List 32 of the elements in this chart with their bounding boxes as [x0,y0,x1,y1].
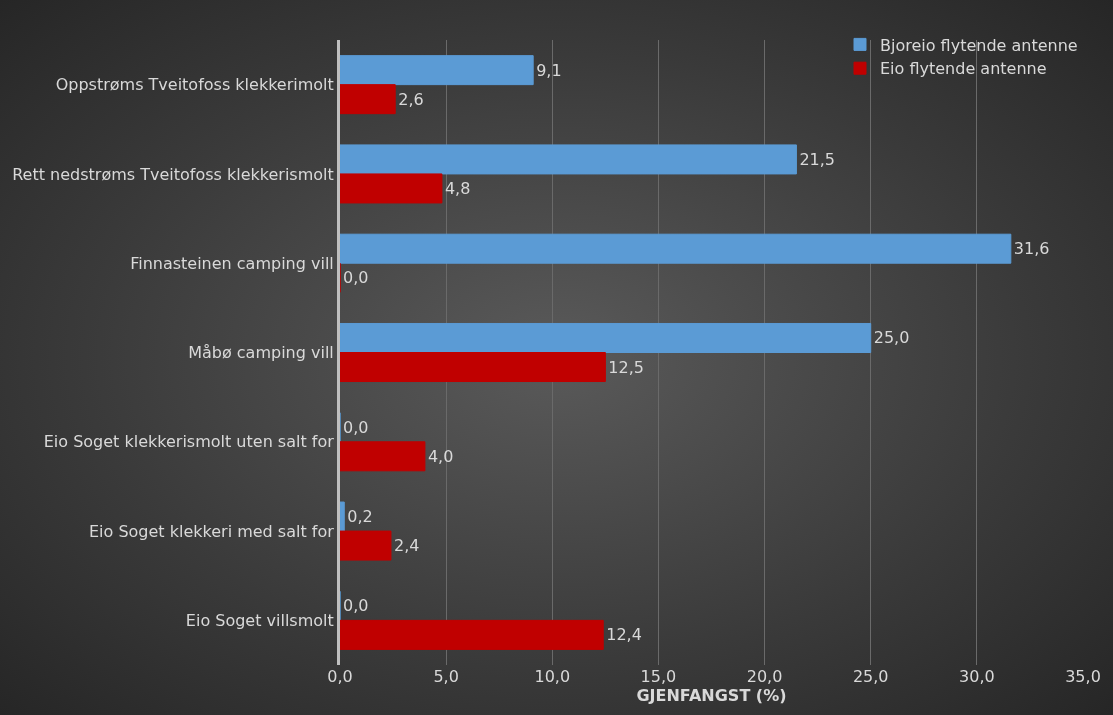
x-tick-label: 20,0 [746,667,783,686]
data-label: 12,5 [608,357,644,377]
y-tick-label: Eio Soget villsmolt [185,610,334,630]
y-tick-label: Måbø camping vill [188,343,334,363]
x-axis-title: GJENFANGST (%) [636,686,787,705]
data-label: 0,0 [343,417,369,437]
y-tick-label: Rett nedstrøms Tveitofoss klekkerismolt [12,164,334,184]
data-label: 2,4 [393,536,420,556]
y-tick-label: Eio Soget klekkerismolt uten salt for [43,432,335,452]
x-tick-label: 5,0 [433,667,459,686]
y-tick-label: Oppstrøms Tveitofoss klekkerimolt [55,75,334,95]
data-label: 31,6 [1013,239,1050,259]
data-label: 4,8 [444,178,471,198]
data-label: 0,0 [343,268,369,288]
data-label: 4,0 [427,446,454,466]
y-tick-label: Eio Soget klekkeri med salt for [88,521,335,541]
data-label: 21,5 [799,149,836,169]
y-tick-label: Finnasteinen camping vill [130,253,334,273]
data-label: 0,2 [347,507,373,527]
data-label: 12,4 [606,625,642,645]
x-tick-label: 25,0 [852,667,889,686]
x-tick-label: 10,0 [534,667,571,686]
data-label: 0,0 [343,596,369,616]
x-tick-label: 35,0 [1065,667,1101,686]
legend-label: Eio flytende antenne [880,59,1047,79]
x-tick-label: 30,0 [959,667,995,686]
x-tick-label: 15,0 [640,667,677,686]
x-tick-label: 0,0 [327,667,353,686]
legend-label: Bjoreio flytende antenne [880,35,1078,55]
data-label: 2,6 [398,89,424,109]
data-label: 25,0 [873,328,910,348]
data-label: 9,1 [536,60,562,80]
